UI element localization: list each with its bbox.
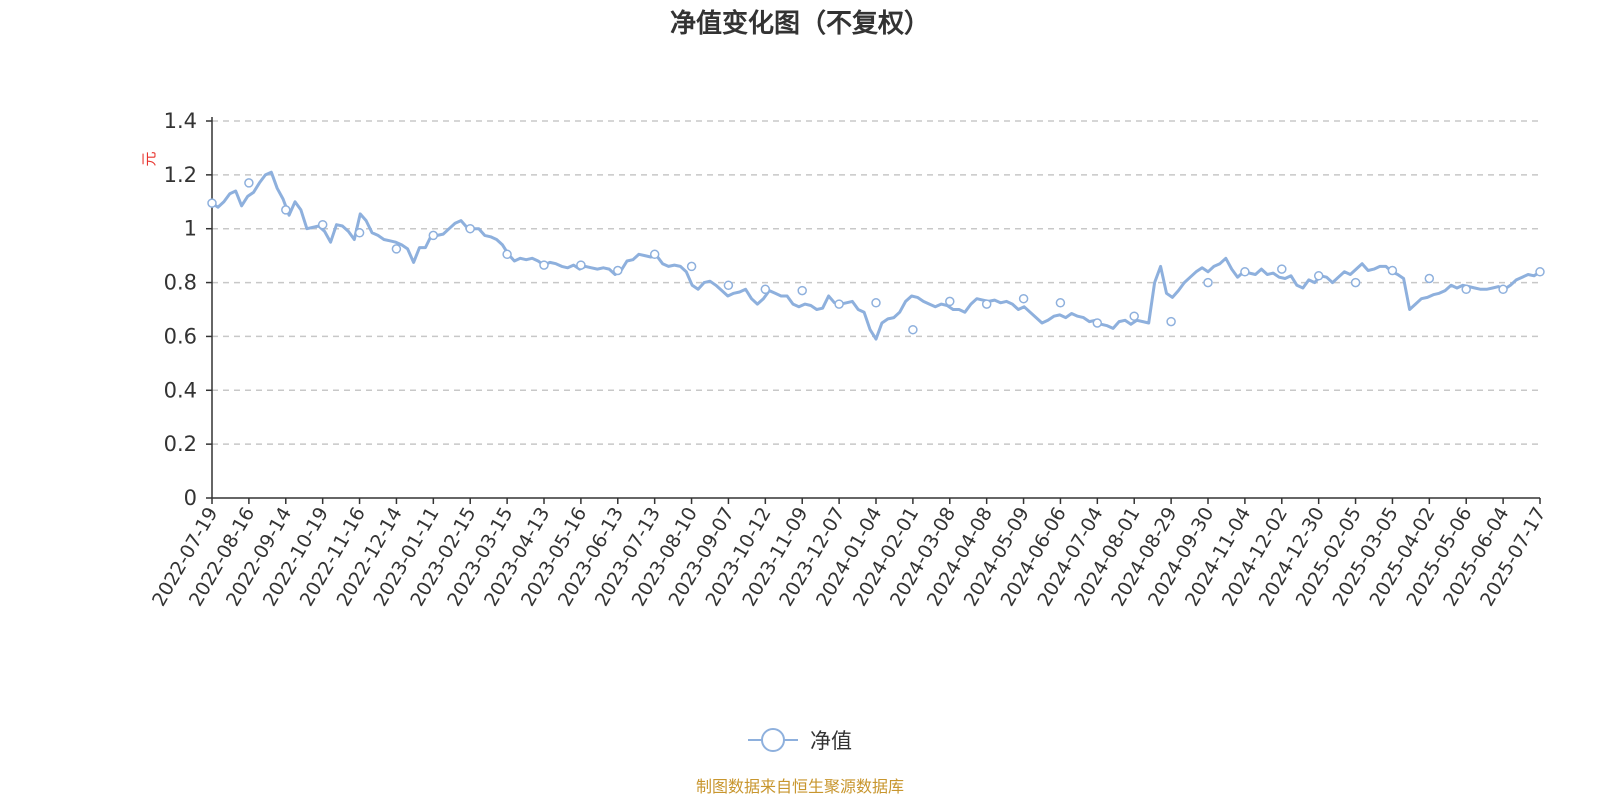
data-point[interactable] [1240, 267, 1250, 277]
y-tick-label: 0.4 [164, 378, 197, 402]
y-tick-label: 1.4 [164, 109, 197, 133]
data-point[interactable] [1055, 298, 1066, 308]
data-point[interactable] [1203, 277, 1213, 288]
data-point[interactable] [428, 230, 439, 241]
data-point[interactable] [465, 223, 475, 234]
chart-title: 净值变化图（不复权） [670, 8, 930, 39]
legend-label: 净值 [810, 729, 852, 753]
plot-area [207, 170, 1545, 341]
data-point[interactable] [539, 260, 549, 270]
grid-lines [212, 120, 1540, 445]
y-tick-label: 0.2 [164, 432, 197, 456]
data-point[interactable] [613, 265, 623, 276]
data-point[interactable] [686, 261, 697, 272]
data-point[interactable] [871, 298, 881, 308]
data-point[interactable] [1498, 284, 1508, 295]
data-point[interactable] [576, 260, 586, 270]
data-point[interactable] [1350, 277, 1361, 288]
y-tick-label: 0 [184, 486, 197, 510]
series-line-nav [211, 170, 1541, 341]
y-tick-label: 1.2 [164, 163, 197, 187]
data-point[interactable] [281, 205, 291, 215]
data-point[interactable] [1461, 284, 1471, 295]
data-point[interactable] [1166, 316, 1176, 327]
data-point[interactable] [797, 285, 807, 296]
data-point[interactable] [244, 178, 254, 188]
y-axis-unit: 元 [140, 151, 158, 166]
data-point[interactable] [1277, 264, 1287, 274]
data-point[interactable] [354, 228, 365, 238]
data-point[interactable] [1092, 318, 1103, 328]
data-point[interactable] [908, 324, 918, 335]
data-point[interactable] [317, 219, 328, 230]
data-point[interactable] [649, 249, 660, 260]
data-point[interactable] [391, 244, 402, 254]
data-point[interactable] [1387, 265, 1398, 276]
legend-marker [761, 728, 785, 752]
data-point[interactable] [760, 284, 771, 295]
data-point[interactable] [1535, 267, 1545, 277]
y-tick-label: 0.6 [164, 324, 197, 348]
data-point[interactable] [981, 299, 992, 309]
data-point[interactable] [502, 249, 512, 260]
x-axis: 2022-07-192022-08-162022-09-142022-10-19… [148, 497, 1550, 610]
legend[interactable]: 净值 [748, 728, 852, 753]
data-point[interactable] [1129, 311, 1139, 321]
data-point[interactable] [945, 296, 955, 307]
data-point[interactable] [834, 299, 844, 309]
data-point[interactable] [723, 280, 734, 291]
y-tick-label: 1 [184, 217, 197, 241]
data-point[interactable] [1313, 271, 1324, 281]
data-point[interactable] [207, 198, 217, 208]
data-point[interactable] [1424, 273, 1435, 284]
data-point[interactable] [1018, 293, 1029, 304]
source-note: 制图数据来自恒生聚源数据库 [696, 777, 904, 796]
y-tick-label: 0.8 [164, 271, 197, 295]
y-axis: 0 0.2 0.4 0.6 0.8 1 1.2 1.4 [164, 109, 213, 510]
